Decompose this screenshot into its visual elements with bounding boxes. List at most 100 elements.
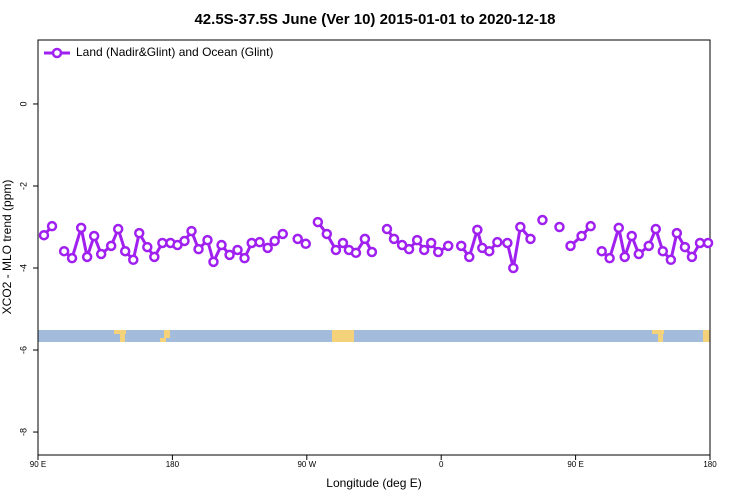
data-point xyxy=(38,229,50,241)
data-point xyxy=(81,251,93,263)
data-point xyxy=(193,243,204,255)
data-point xyxy=(366,246,378,258)
data-point xyxy=(604,252,615,264)
data-point xyxy=(157,237,168,249)
data-point xyxy=(671,227,683,239)
data-point xyxy=(515,221,526,233)
x-tick-label: 90 E xyxy=(567,460,583,469)
land-patch xyxy=(332,330,354,342)
data-point xyxy=(665,254,677,266)
data-point xyxy=(432,246,444,258)
x-tick-label: 0 xyxy=(439,460,444,469)
chart-title: 42.5S-37.5S June (Ver 10) 2015-01-01 to … xyxy=(194,11,555,28)
data-point xyxy=(321,228,333,240)
data-point xyxy=(119,245,131,257)
data-point xyxy=(262,242,273,254)
data-point xyxy=(337,237,349,249)
data-point xyxy=(657,245,669,257)
data-point xyxy=(216,239,227,251)
data-point xyxy=(633,248,645,260)
y-tick-label: -4 xyxy=(18,264,28,272)
land-patch xyxy=(160,338,166,342)
data-point xyxy=(88,230,100,242)
data-point xyxy=(455,240,467,252)
y-tick-label: -6 xyxy=(18,346,28,354)
data-point xyxy=(300,238,312,250)
data-point xyxy=(224,249,235,261)
data-point xyxy=(425,237,437,249)
legend-marker xyxy=(51,47,63,59)
y-tick-label: 0 xyxy=(18,101,28,106)
data-point xyxy=(508,262,519,274)
data-point xyxy=(442,240,454,252)
x-tick-label: 180 xyxy=(703,460,717,469)
ocean-strip xyxy=(38,330,710,342)
data-point xyxy=(359,233,371,245)
data-point xyxy=(149,251,160,263)
data-point xyxy=(112,223,124,235)
data-point xyxy=(679,241,691,253)
data-point xyxy=(411,234,423,246)
data-point xyxy=(492,236,503,248)
data-point xyxy=(58,245,70,257)
data-point xyxy=(66,252,78,264)
data-point xyxy=(702,237,714,249)
data-point xyxy=(576,230,587,242)
data-point xyxy=(330,244,342,256)
data-point xyxy=(133,227,145,239)
data-point xyxy=(269,235,280,247)
x-tick-label: 180 xyxy=(166,460,180,469)
data-point xyxy=(95,248,107,260)
data-point xyxy=(585,220,596,232)
data-point xyxy=(381,223,393,235)
data-point xyxy=(388,233,400,245)
data-point xyxy=(142,241,153,253)
data-point xyxy=(554,221,565,233)
data-point xyxy=(686,251,698,263)
data-point xyxy=(312,216,324,228)
data-point xyxy=(277,228,289,240)
data-point xyxy=(537,214,548,226)
x-axis-label: Longitude (deg E) xyxy=(326,476,421,490)
data-point xyxy=(46,220,58,232)
legend-label: Land (Nadir&Glint) and Ocean (Glint) xyxy=(76,45,273,59)
data-point xyxy=(502,237,513,249)
land-patch xyxy=(164,330,170,338)
land-patch xyxy=(120,334,125,342)
data-point xyxy=(350,247,362,259)
x-tick-label: 90 W xyxy=(297,460,316,469)
data-point xyxy=(418,244,430,256)
data-point xyxy=(643,240,655,252)
data-point xyxy=(596,245,607,257)
data-point xyxy=(186,225,197,237)
data-point xyxy=(232,244,243,256)
data-point xyxy=(239,252,250,264)
data-point xyxy=(472,224,483,236)
data-point xyxy=(75,222,87,234)
data-point xyxy=(202,234,213,246)
data-point xyxy=(565,240,576,252)
y-tick-label: -2 xyxy=(18,182,28,190)
data-point xyxy=(525,233,536,245)
y-axis-label: XCO2 - MLO trend (ppm) xyxy=(0,180,14,315)
y-tick-label: -8 xyxy=(18,428,28,436)
data-point xyxy=(694,237,706,249)
land-patch xyxy=(658,334,663,342)
land-patch xyxy=(703,330,710,342)
land-patch xyxy=(114,330,126,334)
data-point xyxy=(626,230,637,242)
data-point xyxy=(464,251,475,263)
data-point xyxy=(650,223,662,235)
x-tick-label: 90 E xyxy=(30,460,46,469)
data-point xyxy=(128,254,139,266)
surface-strip xyxy=(38,330,710,342)
data-point xyxy=(208,256,219,268)
data-point xyxy=(484,245,495,257)
data-point xyxy=(403,243,415,255)
data-point xyxy=(179,235,190,247)
data-point xyxy=(613,222,625,234)
data-point xyxy=(292,233,303,245)
data-point xyxy=(619,251,630,263)
data-point xyxy=(105,240,117,252)
